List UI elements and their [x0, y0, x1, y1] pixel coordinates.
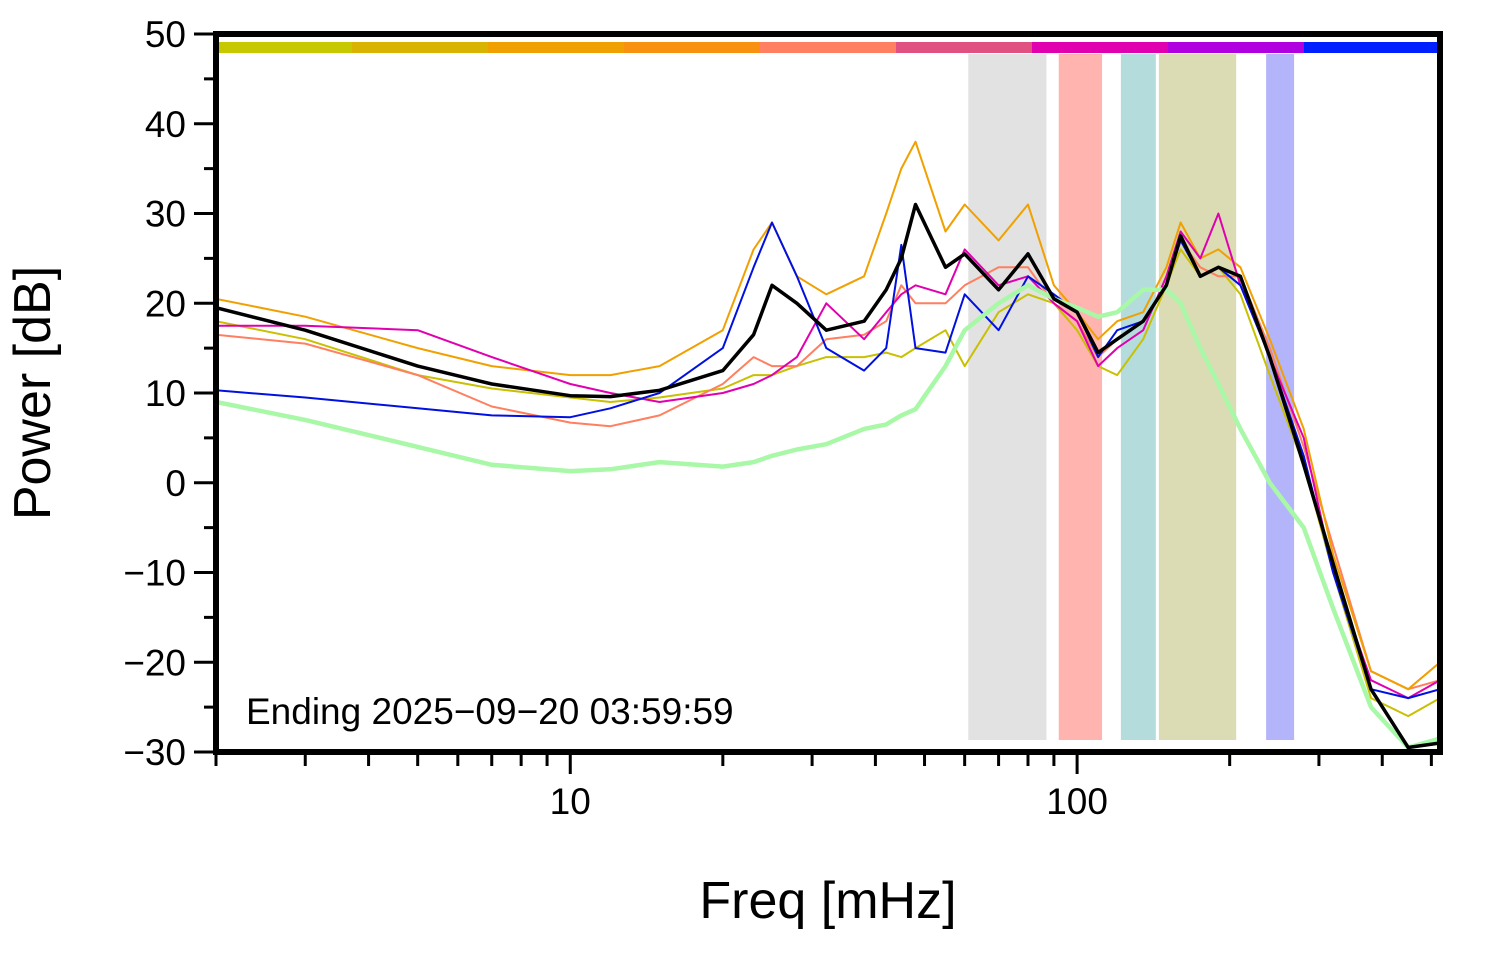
color-bar-segment [896, 42, 1033, 53]
y-tick-label: −10 [123, 553, 186, 594]
y-tick-label: 20 [145, 283, 186, 324]
color-bar-segment [352, 42, 489, 53]
y-tick-label: 50 [145, 14, 186, 55]
frequency-band [1120, 54, 1156, 740]
frequency-band [1266, 54, 1295, 740]
y-axis-title: Power [dB] [4, 266, 62, 520]
annotation: Ending 2025−09−20 03:59:59 [246, 691, 734, 732]
series-line [216, 221, 1440, 700]
y-tick-label: −30 [123, 732, 186, 773]
plot-frame [213, 31, 1443, 755]
color-bar-segment [624, 42, 761, 53]
x-tick-label: 10 [550, 781, 591, 822]
series-line [216, 140, 1440, 691]
color-bar-segment [1304, 42, 1441, 53]
x-tick-label: 100 [1046, 781, 1108, 822]
plot-lines [216, 140, 1440, 750]
y-tick-label: 30 [145, 194, 186, 235]
x-axis-title: Freq [mHz] [699, 872, 956, 930]
frequency-band [1058, 54, 1103, 740]
y-tick-label: −20 [123, 642, 186, 683]
y-tick-label: 0 [165, 463, 186, 504]
color-bar-segment [760, 42, 897, 53]
color-bar-segment [216, 42, 353, 53]
series-line [216, 202, 1440, 750]
series-line [216, 248, 1440, 718]
frequency-band [968, 54, 1047, 740]
color-bar-segment [1032, 42, 1169, 53]
color-bar-segment [1168, 42, 1305, 53]
y-tick-label: 10 [145, 373, 186, 414]
series-line [216, 283, 1440, 750]
y-tick-label: 40 [145, 104, 186, 145]
color-bar-segment [488, 42, 625, 53]
